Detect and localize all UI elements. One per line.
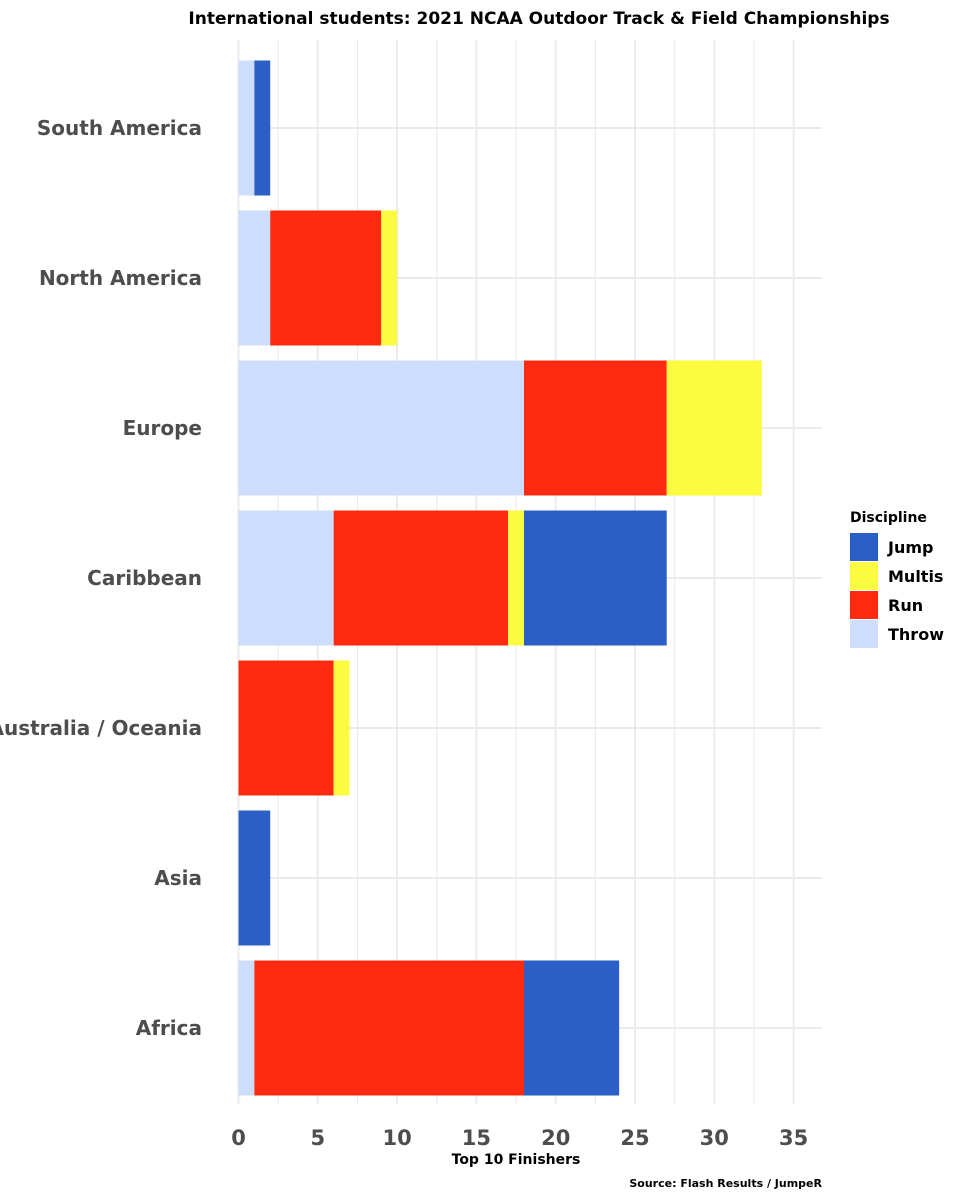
legend-key-jump xyxy=(850,533,878,561)
legend-label-run: Run xyxy=(888,596,923,615)
bar-run xyxy=(254,960,524,1096)
bar-run xyxy=(238,660,334,796)
bars xyxy=(238,60,762,1096)
x-tick-label: 20 xyxy=(541,1126,570,1150)
category-label: Caribbean xyxy=(87,566,202,590)
bar-run xyxy=(270,210,382,346)
bar-throw xyxy=(238,210,271,346)
x-tick-label: 10 xyxy=(382,1126,411,1150)
bar-multis xyxy=(666,360,762,496)
category-label: Australia / Oceania xyxy=(0,716,202,740)
chart-title: International students: 2021 NCAA Outdoo… xyxy=(188,9,889,29)
x-tick-label: 25 xyxy=(620,1126,649,1150)
category-label: Africa xyxy=(136,1016,202,1040)
legend: Discipline Jump Multis Run Throw xyxy=(850,510,944,648)
bar-throw xyxy=(238,960,255,1096)
category-label: North America xyxy=(39,266,202,290)
bar-multis xyxy=(508,510,524,646)
category-label: Europe xyxy=(123,416,202,440)
bar-jump xyxy=(254,60,271,196)
bar-run xyxy=(523,360,667,496)
bar-throw xyxy=(238,60,255,196)
x-tick-label: 15 xyxy=(462,1126,491,1150)
bar-jump xyxy=(523,510,667,646)
x-tick-label: 0 xyxy=(231,1126,246,1150)
legend-title: Discipline xyxy=(850,510,927,526)
legend-key-multis xyxy=(850,562,878,590)
category-labels: South America North America Europe Caribbea… xyxy=(0,116,202,1040)
bar-multis xyxy=(381,210,398,346)
bar-jump xyxy=(523,960,620,1096)
bar-throw xyxy=(238,360,524,496)
legend-label-throw: Throw xyxy=(888,625,944,644)
legend-label-jump: Jump xyxy=(887,538,933,557)
category-label: South America xyxy=(37,116,202,140)
bar-multis xyxy=(333,660,350,796)
source-caption: Source: Flash Results / JumpeR xyxy=(629,1177,822,1190)
legend-key-run xyxy=(850,591,878,619)
legend-key-throw xyxy=(850,620,878,648)
x-tick-label: 5 xyxy=(310,1126,325,1150)
legend-label-multis: Multis xyxy=(888,567,943,586)
x-axis-title: Top 10 Finishers xyxy=(452,1152,581,1168)
category-label: Asia xyxy=(154,866,202,890)
bar-throw xyxy=(238,510,334,646)
x-tick-labels: 0 5 10 15 20 25 30 35 xyxy=(231,1126,808,1150)
x-tick-label: 30 xyxy=(700,1126,729,1150)
bar-run xyxy=(333,510,509,646)
bar-jump xyxy=(238,810,271,946)
x-tick-label: 35 xyxy=(779,1126,808,1150)
